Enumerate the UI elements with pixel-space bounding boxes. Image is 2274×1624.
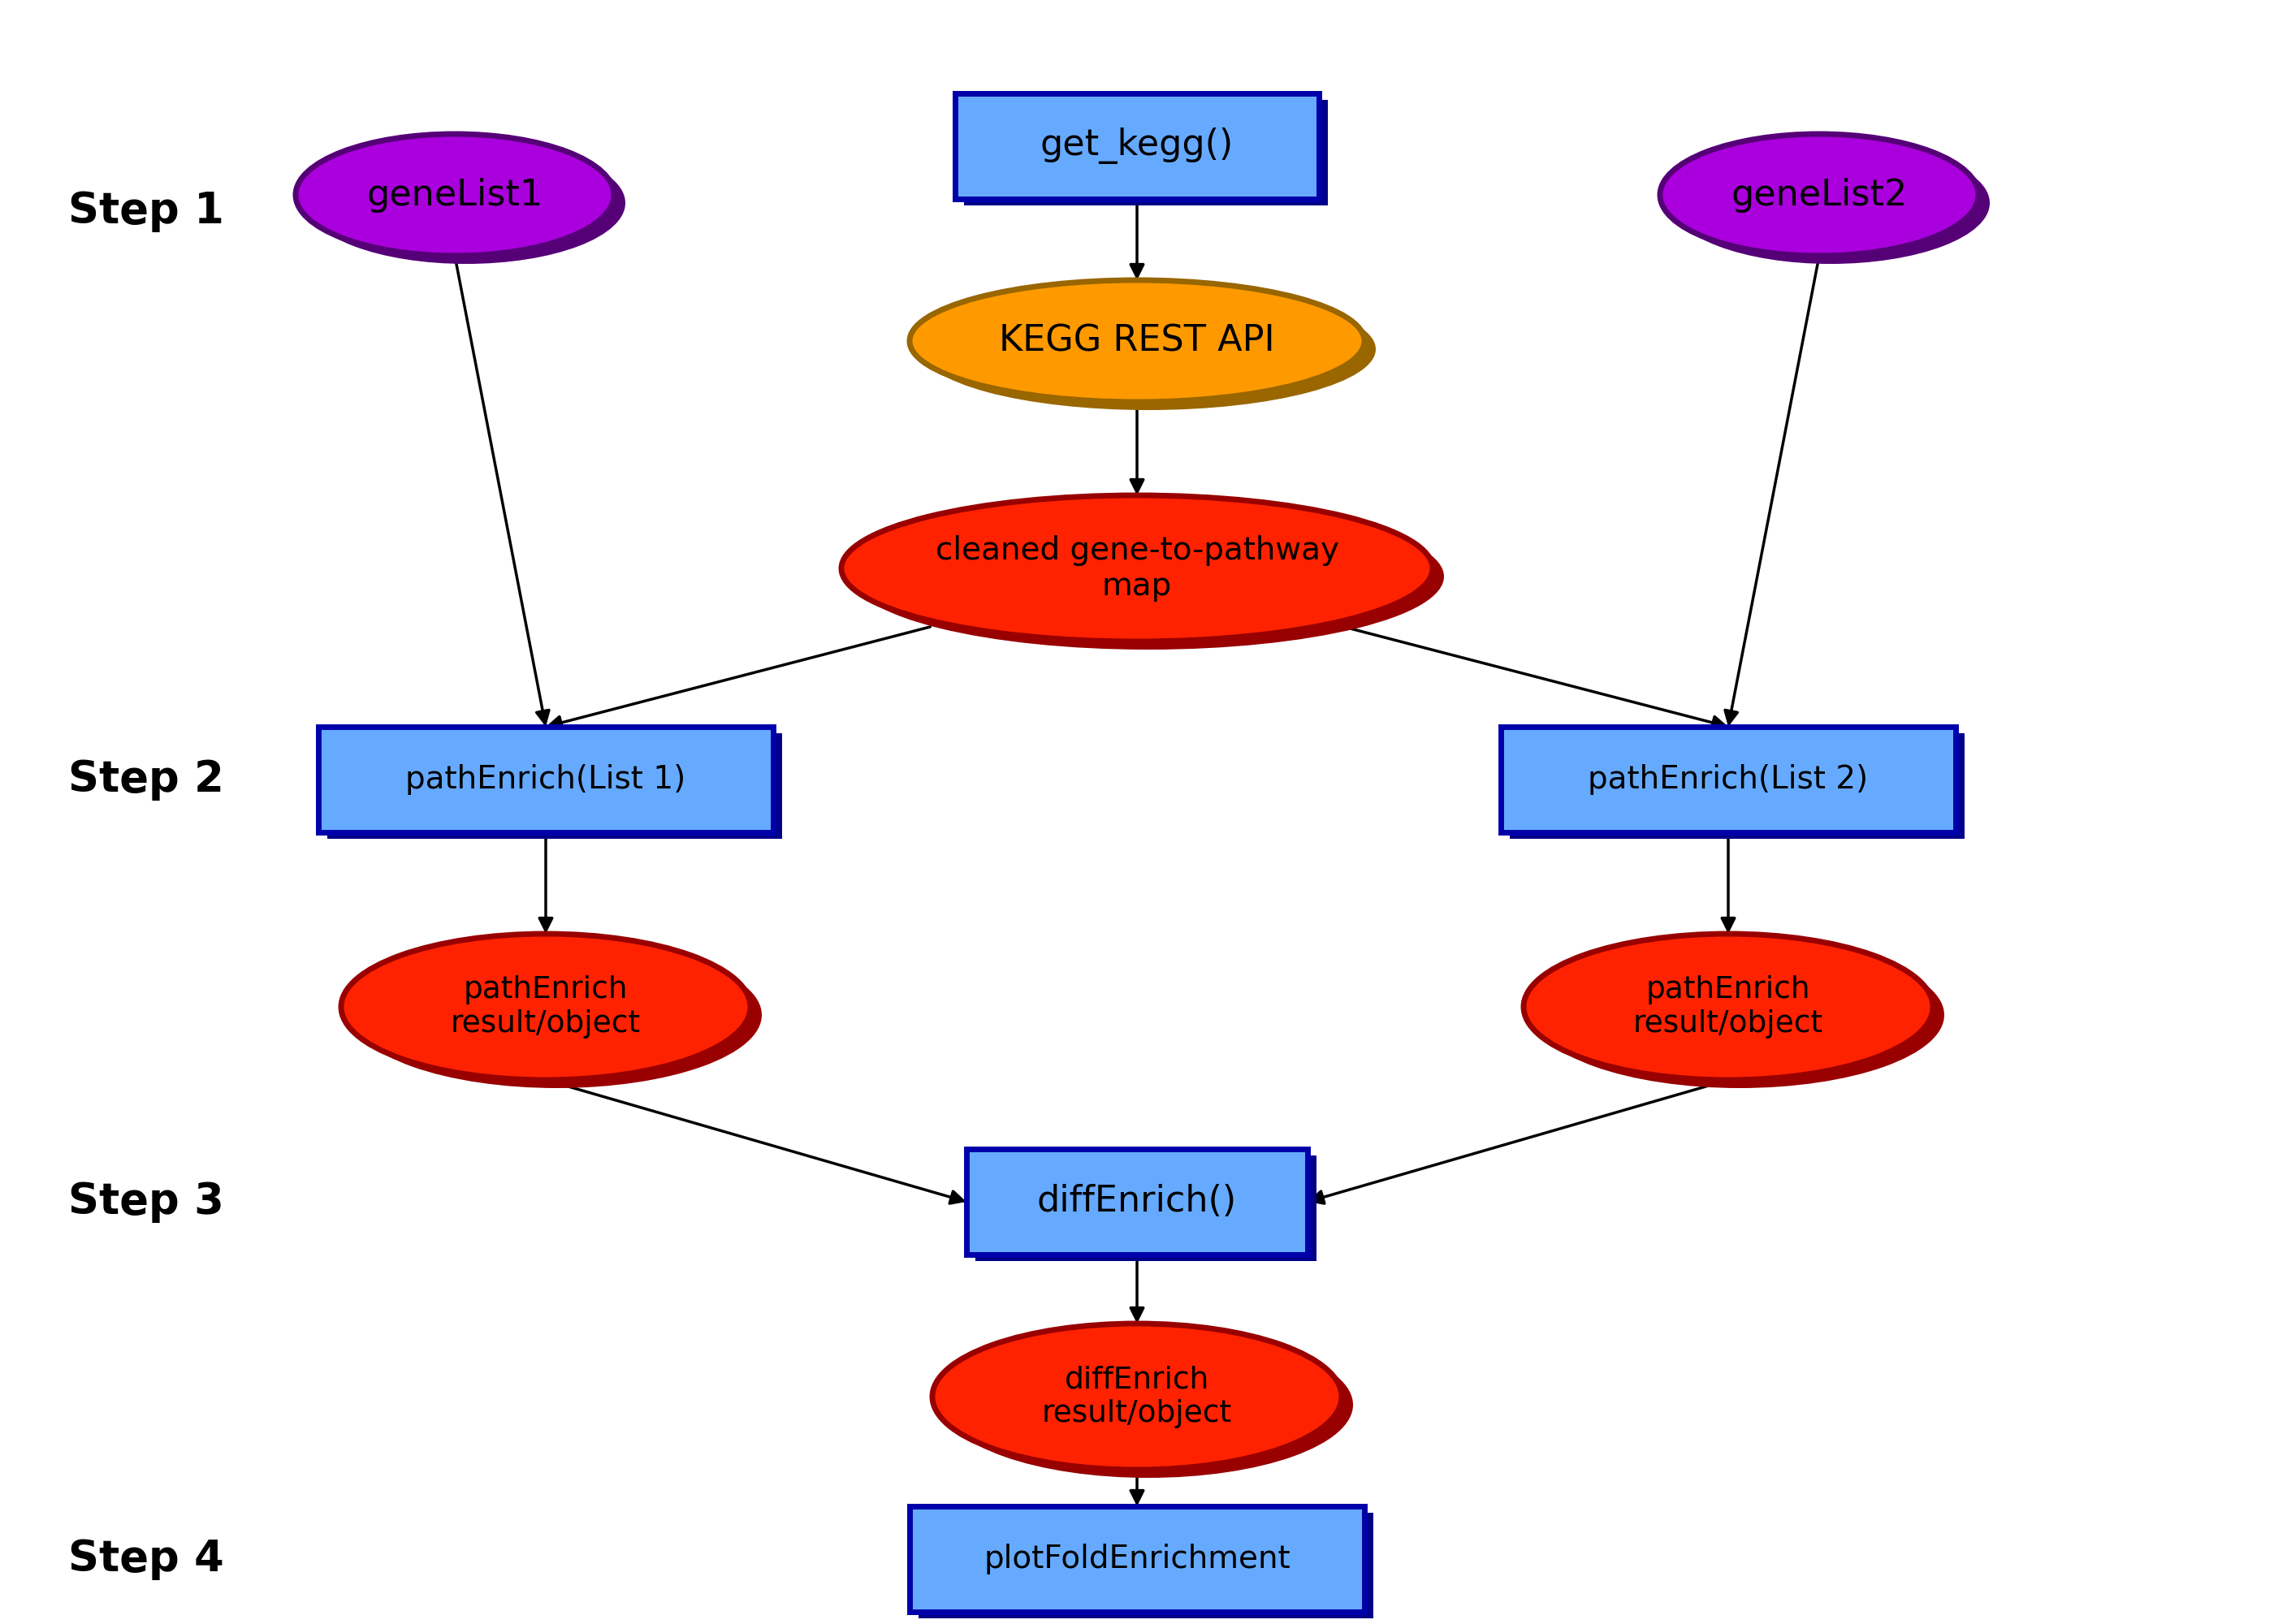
FancyBboxPatch shape: [955, 93, 1319, 198]
Ellipse shape: [944, 1332, 1353, 1478]
Text: pathEnrich(List 2): pathEnrich(List 2): [1587, 765, 1869, 794]
Ellipse shape: [932, 1324, 1342, 1470]
Text: geneList2: geneList2: [1731, 177, 1908, 213]
Ellipse shape: [910, 279, 1364, 401]
Ellipse shape: [1671, 143, 1990, 263]
FancyBboxPatch shape: [327, 734, 782, 838]
Ellipse shape: [1660, 135, 1978, 255]
FancyBboxPatch shape: [966, 1150, 1308, 1254]
Ellipse shape: [352, 942, 762, 1088]
FancyBboxPatch shape: [964, 99, 1328, 205]
FancyBboxPatch shape: [1501, 728, 1956, 831]
Ellipse shape: [841, 495, 1433, 641]
Ellipse shape: [296, 135, 614, 255]
Ellipse shape: [341, 934, 750, 1080]
Text: geneList1: geneList1: [366, 177, 543, 213]
Text: pathEnrich
result/object: pathEnrich result/object: [450, 976, 641, 1038]
Ellipse shape: [307, 143, 625, 263]
Text: Step 4: Step 4: [68, 1538, 223, 1580]
Text: Step 3: Step 3: [68, 1181, 225, 1223]
Text: diffEnrich
result/object: diffEnrich result/object: [1041, 1366, 1233, 1427]
FancyBboxPatch shape: [1510, 734, 1965, 838]
Text: get_kegg(): get_kegg(): [1039, 128, 1235, 164]
Ellipse shape: [921, 289, 1376, 409]
Text: pathEnrich(List 1): pathEnrich(List 1): [405, 765, 687, 794]
Ellipse shape: [853, 503, 1444, 650]
Text: cleaned gene-to-pathway
map: cleaned gene-to-pathway map: [935, 536, 1339, 601]
Text: KEGG REST API: KEGG REST API: [998, 323, 1276, 359]
FancyBboxPatch shape: [910, 1507, 1364, 1611]
FancyBboxPatch shape: [318, 728, 773, 831]
Text: Step 1: Step 1: [68, 190, 225, 232]
Text: plotFoldEnrichment: plotFoldEnrichment: [985, 1543, 1289, 1575]
Ellipse shape: [1524, 934, 1933, 1080]
FancyBboxPatch shape: [976, 1156, 1317, 1260]
Ellipse shape: [1535, 942, 1944, 1088]
Text: Step 2: Step 2: [68, 758, 225, 801]
Text: diffEnrich(): diffEnrich(): [1037, 1184, 1237, 1220]
FancyBboxPatch shape: [919, 1514, 1373, 1618]
Text: pathEnrich
result/object: pathEnrich result/object: [1633, 976, 1824, 1038]
